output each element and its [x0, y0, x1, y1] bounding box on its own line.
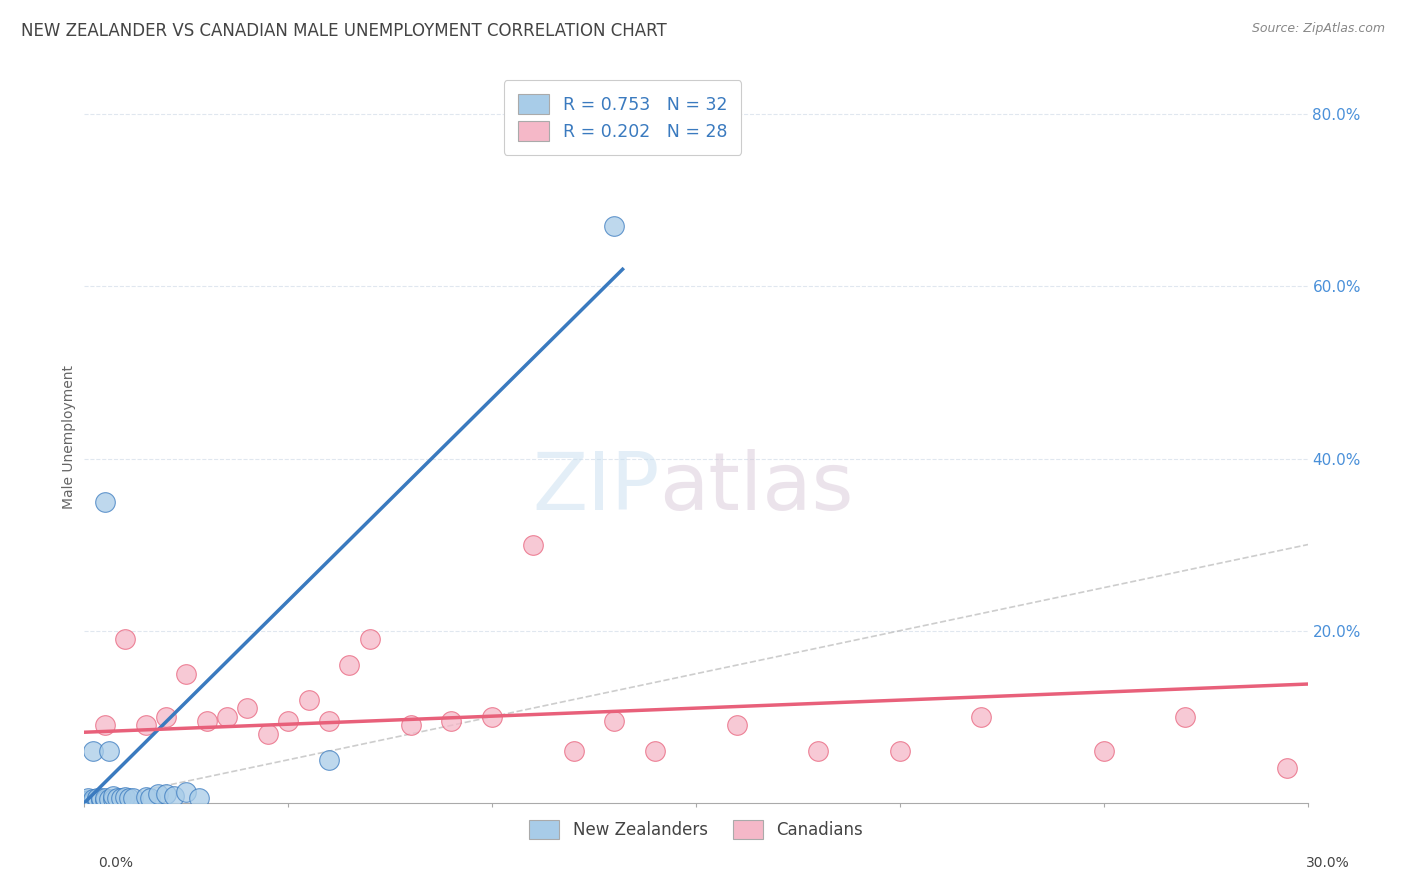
Point [86, 791, 108, 805]
Point [77, 791, 100, 805]
Point [217, 710, 239, 724]
Point [481, 710, 503, 724]
Text: Source: ZipAtlas.com: Source: ZipAtlas.com [1251, 22, 1385, 36]
Point [93, 793, 115, 807]
Point [174, 666, 197, 681]
Text: NEW ZEALANDER VS CANADIAN MALE UNEMPLOYMENT CORRELATION CHART: NEW ZEALANDER VS CANADIAN MALE UNEMPLOYM… [21, 22, 666, 40]
Text: 0.0%: 0.0% [98, 855, 134, 870]
Point [82, 794, 104, 808]
Point [889, 744, 911, 758]
Point [644, 744, 666, 758]
Point [93, 718, 115, 732]
Point [82, 792, 104, 806]
Point [187, 791, 209, 805]
Point [318, 714, 340, 728]
Point [1277, 761, 1299, 775]
Point [195, 714, 218, 728]
Point [277, 714, 299, 728]
Point [318, 753, 340, 767]
Point [1092, 744, 1115, 758]
Point [522, 538, 544, 552]
Point [339, 658, 361, 673]
Point [174, 785, 197, 799]
Point [138, 791, 160, 805]
Point [93, 494, 115, 508]
Point [257, 727, 280, 741]
Point [118, 790, 141, 805]
Point [603, 219, 626, 234]
Point [86, 794, 108, 808]
Point [807, 744, 830, 758]
Point [105, 791, 128, 805]
Point [146, 787, 169, 801]
Point [122, 791, 145, 805]
Point [359, 632, 381, 647]
Point [970, 710, 993, 724]
Point [603, 714, 626, 728]
Legend: New Zealanders, Canadians: New Zealanders, Canadians [523, 814, 869, 846]
Point [155, 787, 177, 801]
Point [399, 718, 422, 732]
Point [90, 793, 112, 807]
Point [298, 692, 321, 706]
Point [93, 791, 115, 805]
Point [86, 792, 108, 806]
Point [135, 789, 157, 804]
Point [101, 789, 124, 803]
Point [77, 794, 100, 808]
Point [97, 792, 120, 806]
Point [562, 744, 585, 758]
Point [1174, 710, 1197, 724]
Point [440, 714, 463, 728]
Point [77, 793, 100, 807]
Point [155, 710, 177, 724]
Point [135, 718, 157, 732]
Point [725, 718, 748, 732]
Point [236, 701, 259, 715]
Y-axis label: Male Unemployment: Male Unemployment [62, 365, 76, 509]
Point [97, 744, 120, 758]
Point [110, 791, 132, 805]
Point [101, 792, 124, 806]
Text: 30.0%: 30.0% [1306, 855, 1350, 870]
Point [114, 789, 136, 804]
Point [114, 632, 136, 647]
Text: ZIP: ZIP [531, 450, 659, 527]
Text: atlas: atlas [659, 450, 853, 527]
Point [82, 744, 104, 758]
Point [90, 791, 112, 805]
Point [163, 789, 186, 803]
